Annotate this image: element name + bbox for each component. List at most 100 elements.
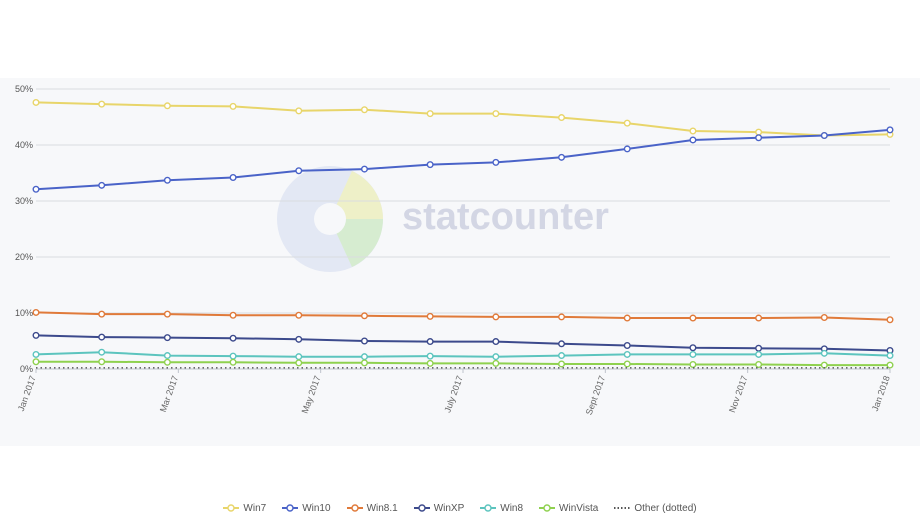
watermark-logo-hole [314, 203, 346, 235]
data-point [492, 158, 500, 166]
data-point [689, 136, 697, 144]
legend-item[interactable]: WinVista [539, 503, 598, 514]
data-point [623, 314, 631, 322]
data-point [689, 127, 697, 135]
data-point [32, 98, 40, 106]
data-point [98, 100, 106, 108]
data-point [360, 106, 368, 114]
data-point [360, 312, 368, 320]
data-point [755, 134, 763, 142]
data-point [558, 340, 566, 348]
legend-swatch [539, 504, 556, 512]
legend-item[interactable]: Win8 [480, 503, 523, 514]
x-tick-label: Sept 2017 [584, 374, 607, 416]
y-tick-label: 30% [15, 196, 33, 206]
data-point [163, 310, 171, 318]
x-tick-label: Nov 2017 [727, 374, 750, 414]
legend-item[interactable]: WinXP [413, 502, 465, 514]
legend-item[interactable]: Other (dotted) [614, 503, 697, 514]
series-win8 [32, 348, 894, 361]
legend-label: Win10 [302, 502, 331, 514]
series-line [35, 334, 891, 352]
x-tick-label: Jan 2017 [16, 374, 38, 412]
data-point [360, 353, 368, 361]
statcounter-watermark: statcounter [277, 166, 609, 272]
x-tick-label: Jan 2018 [870, 374, 892, 412]
legend-item[interactable]: Win7 [223, 503, 266, 514]
data-point [755, 361, 763, 369]
data-point [163, 358, 171, 366]
series-line [35, 351, 891, 358]
data-point [426, 352, 434, 360]
data-point [426, 338, 434, 346]
legend-item[interactable]: Win8.1 [346, 502, 398, 514]
legend-label: WinXP [433, 502, 465, 514]
data-point [32, 350, 40, 358]
data-point [295, 107, 303, 115]
data-point [360, 165, 368, 173]
line-chart: statcounter 0% 10% 20% 30% 40% 50% Jan 2017 Mar… [15, 84, 894, 416]
data-point [886, 126, 894, 134]
data-point [623, 145, 631, 153]
data-point [689, 344, 697, 352]
data-point [32, 308, 40, 316]
data-point [755, 128, 763, 136]
legend-swatch [223, 504, 240, 512]
y-tick-label: 50% [15, 84, 33, 94]
legend-swatch [413, 504, 430, 512]
data-point [886, 316, 894, 324]
data-point [229, 173, 237, 181]
data-point [820, 131, 828, 139]
data-point [163, 176, 171, 184]
data-point [820, 349, 828, 357]
data-point [558, 313, 566, 321]
watermark-logo-slice-green [330, 219, 383, 267]
data-point [360, 359, 368, 367]
legend-label: Win8.1 [366, 502, 398, 514]
data-point [623, 360, 631, 368]
data-point [98, 348, 106, 356]
data-point [689, 314, 697, 322]
series-line [35, 128, 891, 191]
data-point [755, 344, 763, 352]
data-point [295, 167, 303, 175]
data-point [229, 358, 237, 366]
data-point [623, 119, 631, 127]
data-point [295, 335, 303, 343]
data-point [229, 352, 237, 360]
watermark-logo-slice-yellow [330, 171, 383, 219]
data-point [558, 153, 566, 161]
data-point [689, 350, 697, 358]
series-line [36, 360, 890, 367]
data-point [886, 352, 894, 360]
legend-label: Win8 [500, 502, 524, 514]
data-point [163, 352, 171, 360]
data-point [229, 334, 237, 342]
data-point [98, 310, 106, 318]
data-point [98, 358, 106, 366]
legend-item[interactable]: Win10 [282, 502, 331, 514]
legend-swatch [346, 504, 363, 512]
x-tick-label: May 2017 [300, 374, 323, 415]
data-point [492, 359, 500, 367]
data-point [886, 361, 894, 369]
series-win7 [32, 98, 894, 139]
data-point [32, 331, 40, 339]
data-point [295, 353, 303, 361]
data-point [98, 333, 106, 341]
series-line [35, 101, 891, 137]
data-point [558, 352, 566, 360]
y-tick-label: 10% [15, 308, 33, 318]
data-point [558, 114, 566, 122]
data-point [32, 358, 40, 366]
y-tick-label: 20% [15, 252, 33, 262]
y-tick-label: 0% [20, 364, 33, 374]
data-point [820, 361, 828, 369]
data-point [426, 110, 434, 118]
legend-label: WinVista [559, 502, 599, 514]
data-point [820, 313, 828, 321]
data-point [98, 181, 106, 189]
data-point [755, 314, 763, 322]
y-tick-label: 40% [15, 140, 33, 150]
series-win8-1 [32, 308, 894, 324]
